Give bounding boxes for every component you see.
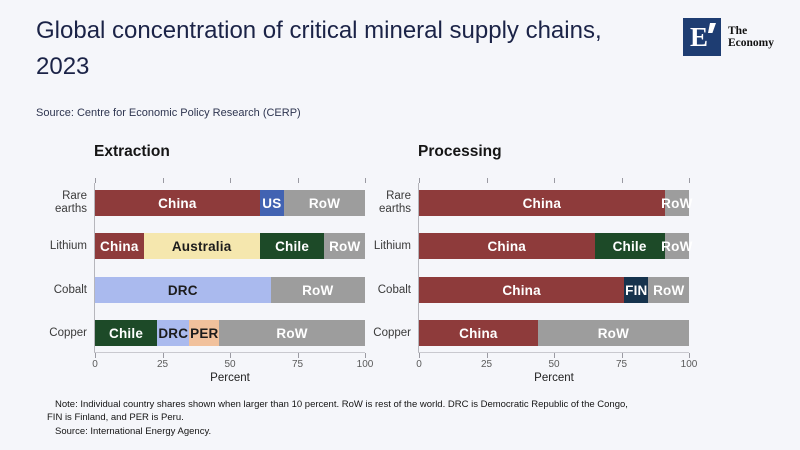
y-axis-label-lithium: Lithium [373, 239, 411, 252]
bar-cobalt: DRC RoW [95, 277, 365, 303]
y-axis-label-rare-earths: Rare earths [379, 190, 411, 215]
axis-tick [689, 353, 690, 358]
bar-segment-china: China [95, 233, 144, 259]
bar-segment-drc: DRC [95, 277, 271, 303]
axis-tick [365, 353, 366, 358]
y-axis-label-copper: Copper [373, 326, 411, 339]
bar-segment-us: US [259, 190, 284, 216]
x-axis-title: Percent [210, 372, 250, 384]
logo-e-icon: E [683, 18, 721, 56]
y-axis-label-rare-earths: Rare earths [55, 190, 87, 215]
bar-segment-row: RoW [661, 233, 692, 259]
bar-segment-australia: Australia [143, 233, 260, 259]
bar-segment-chile: Chile [95, 320, 158, 346]
axis-tick [230, 178, 231, 183]
bar-lithium: China Australia Chile RoW [95, 233, 365, 259]
x-tick-label: 50 [548, 359, 560, 370]
plot-area-extraction: Rare earths China US RoW Lithium China Austral… [49, 178, 373, 384]
axis-tick [689, 178, 690, 183]
bar-segment-china: China [95, 190, 260, 216]
panel-title-processing: Processing [418, 143, 502, 160]
axis-tick [95, 353, 96, 358]
plot-area-processing: Rare earths China RoW Lithium China Chile RoW C… [373, 178, 697, 384]
axis-tick [486, 353, 488, 358]
x-tick-label: 50 [224, 359, 236, 370]
footnote: Note: Individual country shares shown wh… [47, 398, 628, 438]
y-axis-label-cobalt: Cobalt [53, 283, 87, 296]
bar-segment-fin: FIN [624, 277, 649, 303]
x-tick-label: 75 [615, 359, 628, 370]
axis-tick [162, 353, 164, 358]
footnote-note-line2: FIN is Finland, and PER is Peru. [47, 412, 184, 424]
axis-tick [554, 353, 555, 358]
bar-segment-per: PER [189, 320, 220, 346]
x-tick-label: 0 [416, 359, 422, 370]
bar-rare-earths: China US RoW [95, 190, 365, 216]
logo-brand-line2: Economy [728, 37, 774, 49]
axis-tick [95, 178, 96, 183]
logo-letter: E [689, 21, 708, 52]
axis-tick [297, 353, 299, 358]
bar-segment-chile: Chile [594, 233, 665, 259]
logo-brand-name: The Economy [728, 25, 774, 50]
bar-segment-china: China [419, 320, 538, 346]
footnote-note-line1: Note: Individual country shares shown wh… [55, 399, 628, 410]
chart-source-top: Source: Centre for Economic Policy Resea… [36, 107, 301, 119]
logo-brand-line1: The [728, 24, 748, 37]
x-tick-label: 75 [291, 359, 304, 370]
bar-segment-row: RoW [219, 320, 365, 346]
bar-segment-row: RoW [661, 190, 692, 216]
x-tick-label: 100 [680, 359, 698, 370]
axis-tick [486, 178, 488, 183]
bar-segment-china: China [419, 190, 665, 216]
bar-segment-row: RoW [270, 277, 365, 303]
x-tick-label: 100 [356, 359, 374, 370]
axis-tick [230, 353, 231, 358]
bar-segment-row: RoW [648, 277, 689, 303]
axis-tick [419, 353, 420, 358]
y-axis-label-lithium: Lithium [49, 239, 87, 252]
axis-tick [162, 178, 164, 183]
bar-rare-earths: China RoW [419, 190, 692, 216]
axis-tick [621, 353, 623, 358]
x-tick-label: 0 [92, 359, 98, 370]
bar-segment-row: RoW [324, 233, 365, 259]
bar-segment-chile: Chile [259, 233, 325, 259]
the-economy-logo: E The Economy [683, 18, 774, 56]
bar-segment-china: China [419, 277, 625, 303]
logo-apostrophe-icon [708, 23, 716, 33]
y-axis-label-copper: Copper [49, 326, 87, 339]
axis-tick [297, 178, 299, 183]
bar-segment-drc: DRC [157, 320, 190, 346]
bar-copper: Chile DRC PER RoW [95, 320, 365, 346]
x-axis-title: Percent [534, 372, 574, 384]
bar-segment-row: RoW [283, 190, 365, 216]
panel-title-extraction: Extraction [94, 143, 170, 160]
bar-lithium: China Chile RoW [419, 233, 692, 259]
footnote-source: Source: International Energy Agency. [55, 425, 212, 437]
axis-tick [365, 178, 366, 183]
axis-tick [419, 178, 420, 183]
bar-copper: China RoW [419, 320, 689, 346]
x-tick-label: 25 [480, 359, 493, 370]
axis-tick [554, 178, 555, 183]
bar-segment-china: China [419, 233, 595, 259]
y-axis-label-cobalt: Cobalt [377, 283, 411, 296]
bar-cobalt: China FIN RoW [419, 277, 689, 303]
page-title: Global concentration of critical mineral… [36, 17, 602, 80]
bar-segment-row: RoW [537, 320, 689, 346]
axis-tick [621, 178, 623, 183]
x-tick-label: 25 [156, 359, 169, 370]
